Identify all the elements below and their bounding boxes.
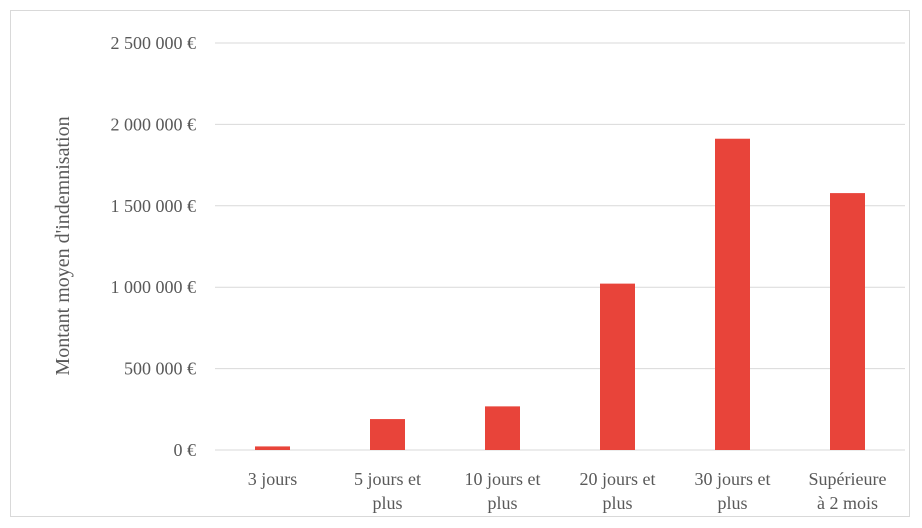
- y-axis-title: Montant moyen d'indemnisation: [52, 116, 74, 375]
- chart-frame: [10, 10, 910, 517]
- bar: [255, 446, 290, 450]
- x-tick-label: 10 jours et: [465, 469, 541, 489]
- x-tick-label: 5 jours et: [354, 469, 421, 489]
- bar: [600, 283, 635, 450]
- x-tick-label: Supérieure: [809, 469, 887, 489]
- x-tick-label: plus: [717, 493, 747, 513]
- y-axis-tick-labels: 0 € 500 000 € 1 000 000 € 1 500 000 € 2 000 …: [111, 33, 197, 460]
- x-tick-label: à 2 mois: [817, 493, 878, 513]
- x-tick-label: plus: [602, 493, 632, 513]
- bars: [255, 138, 865, 451]
- x-axis-tick-labels: 3 jours 5 jours et plus 10 jours et plus 20 j…: [248, 469, 887, 513]
- gridlines: [215, 42, 905, 451]
- bar: [830, 193, 865, 450]
- y-tick-label: 500 000 €: [124, 359, 196, 379]
- x-tick-label: plus: [372, 493, 402, 513]
- bar: [370, 419, 405, 450]
- x-tick-label: 30 jours et: [695, 469, 771, 489]
- y-tick-label: 1 000 000 €: [111, 277, 197, 297]
- x-tick-label: 20 jours et: [580, 469, 656, 489]
- x-tick-label: 3 jours: [248, 469, 298, 489]
- y-tick-label: 2 500 000 €: [111, 33, 197, 53]
- y-tick-label: 2 000 000 €: [111, 114, 197, 134]
- y-tick-label: 1 500 000 €: [111, 196, 197, 216]
- y-tick-label: 0 €: [174, 440, 197, 460]
- bar: [485, 406, 520, 450]
- x-tick-label: plus: [487, 493, 517, 513]
- bar: [715, 138, 750, 451]
